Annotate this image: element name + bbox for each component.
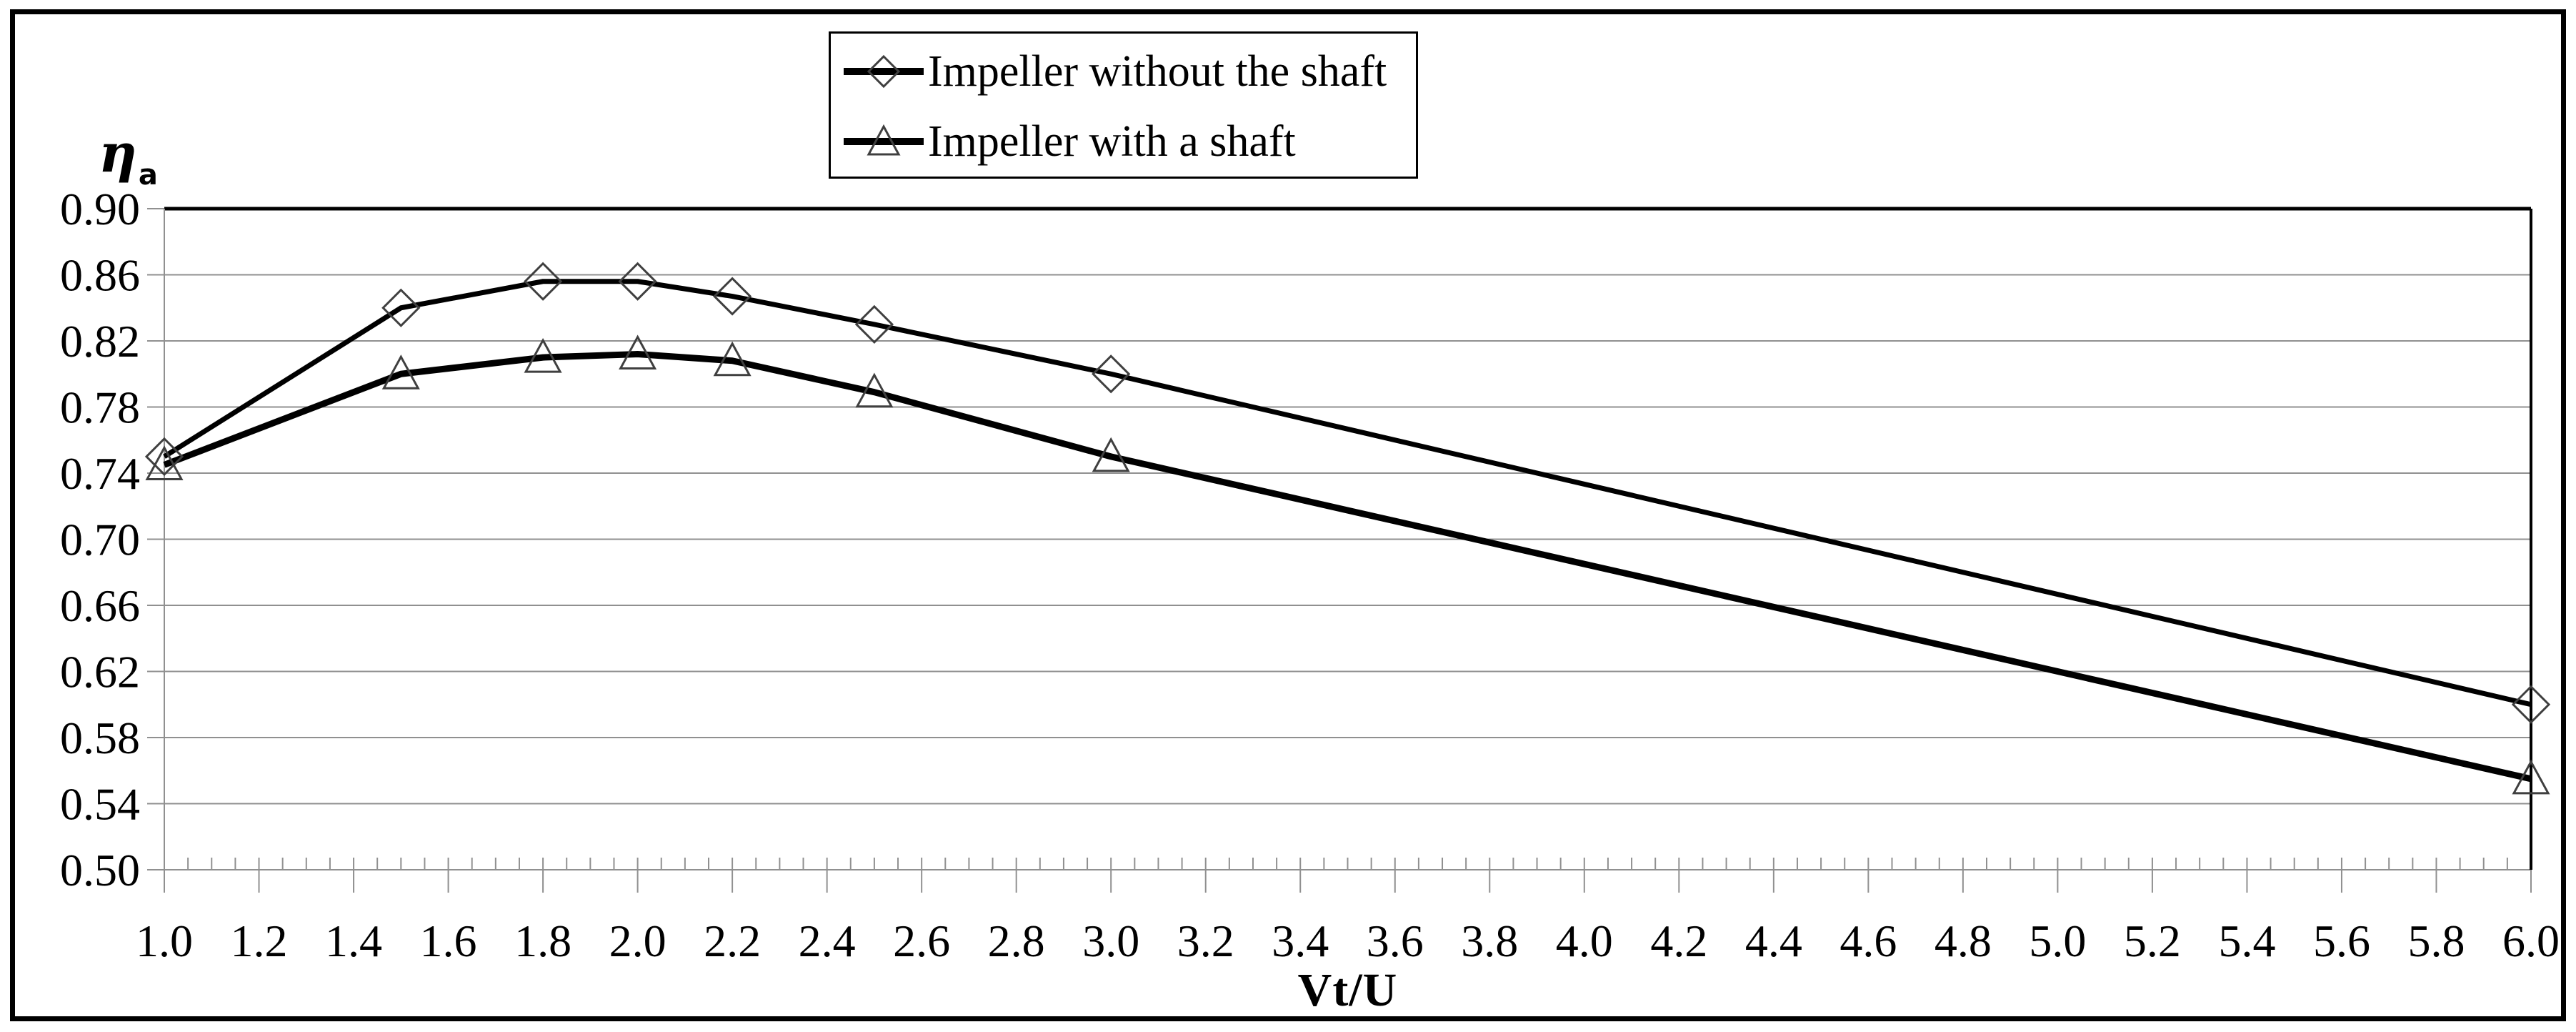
x-tick-label: 5.4 xyxy=(2218,916,2275,966)
x-tick-label: 5.0 xyxy=(2029,916,2086,966)
x-tick-label: 1.2 xyxy=(231,916,288,966)
triangle-marker-icon xyxy=(145,445,184,480)
y-tick-label: 0.90 xyxy=(60,184,140,234)
x-tick-label: 2.6 xyxy=(893,916,950,966)
y-tick-label: 0.86 xyxy=(60,250,140,301)
legend-item-with-shaft: Impeller with a shaft xyxy=(844,109,1296,174)
x-tick-label: 3.6 xyxy=(1367,916,1424,966)
x-tick-label: 3.0 xyxy=(1082,916,1139,966)
diamond-marker-icon xyxy=(712,277,752,316)
x-tick-label: 4.0 xyxy=(1556,916,1613,966)
y-tick-label: 0.74 xyxy=(60,448,140,499)
x-tick-label: 4.6 xyxy=(1839,916,1897,966)
triangle-marker-icon xyxy=(2512,759,2550,795)
y-tick-label: 0.62 xyxy=(60,647,140,698)
x-tick-label: 2.2 xyxy=(704,916,761,966)
triangle-marker-icon xyxy=(844,124,924,156)
legend-label: Impeller without the shaft xyxy=(928,46,1387,96)
diamond-marker-icon xyxy=(2511,685,2551,724)
y-tick-label: 0.58 xyxy=(60,713,140,763)
y-axis-title-subscript: a xyxy=(138,159,158,192)
diamond-marker-icon xyxy=(1092,354,1131,394)
y-tick-label: 0.50 xyxy=(60,845,140,895)
x-tick-label: 1.0 xyxy=(136,916,193,966)
x-tick-label: 1.6 xyxy=(420,916,477,966)
triangle-marker-icon xyxy=(381,354,420,390)
x-tick-label: 4.8 xyxy=(1935,916,1992,966)
legend-label: Impeller with a shaft xyxy=(928,116,1296,166)
diamond-marker-icon xyxy=(523,262,563,301)
legend-box: Impeller without the shaft Impeller with… xyxy=(829,31,1418,179)
x-tick-label: 2.0 xyxy=(609,916,667,966)
x-tick-label: 6.0 xyxy=(2502,916,2560,966)
triangle-marker-icon xyxy=(524,337,562,373)
series-line-1 xyxy=(163,351,2532,783)
diamond-marker-icon xyxy=(618,262,657,301)
x-tick-label: 4.2 xyxy=(1650,916,1707,966)
y-tick-label: 0.66 xyxy=(60,580,140,631)
x-tick-label: 1.8 xyxy=(514,916,571,966)
x-tick-label: 2.4 xyxy=(799,916,856,966)
x-tick-label: 3.2 xyxy=(1177,916,1234,966)
x-tick-label: 5.6 xyxy=(2313,916,2370,966)
y-axis-title: ηa xyxy=(99,127,158,189)
triangle-marker-icon xyxy=(713,341,752,377)
x-tick-label: 3.8 xyxy=(1461,916,1518,966)
diamond-marker-icon xyxy=(844,54,924,89)
x-tick-label: 5.8 xyxy=(2407,916,2465,966)
y-tick-label: 0.82 xyxy=(60,316,140,367)
series-line-0 xyxy=(163,279,2532,708)
triangle-marker-icon xyxy=(855,372,894,408)
triangle-marker-icon xyxy=(1092,437,1130,472)
triangle-marker-icon xyxy=(619,334,657,369)
y-tick-label: 0.54 xyxy=(60,779,140,830)
diamond-marker-icon xyxy=(381,288,421,327)
x-tick-label: 4.4 xyxy=(1745,916,1802,966)
diamond-marker-icon xyxy=(144,437,184,476)
y-tick-label: 0.70 xyxy=(60,515,140,565)
x-tick-label: 2.8 xyxy=(988,916,1045,966)
y-axis-title-symbol: η xyxy=(99,123,137,184)
legend-item-without-shaft: Impeller without the shaft xyxy=(844,39,1387,104)
y-tick-label: 0.78 xyxy=(60,382,140,433)
x-tick-label: 3.4 xyxy=(1272,916,1329,966)
x-axis-title: Vt/U xyxy=(1297,964,1398,1016)
x-tick-label: 5.2 xyxy=(2124,916,2181,966)
diamond-marker-icon xyxy=(854,304,894,344)
x-tick-label: 1.4 xyxy=(325,916,382,966)
